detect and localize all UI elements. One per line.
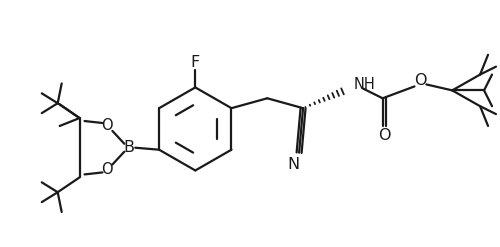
Text: O: O [378, 128, 391, 143]
Text: O: O [102, 119, 113, 133]
Text: B: B [124, 140, 135, 155]
Text: O: O [414, 73, 426, 88]
Text: F: F [190, 55, 200, 70]
Text: O: O [102, 162, 113, 177]
Text: NH: NH [354, 77, 376, 92]
Text: N: N [287, 157, 299, 172]
